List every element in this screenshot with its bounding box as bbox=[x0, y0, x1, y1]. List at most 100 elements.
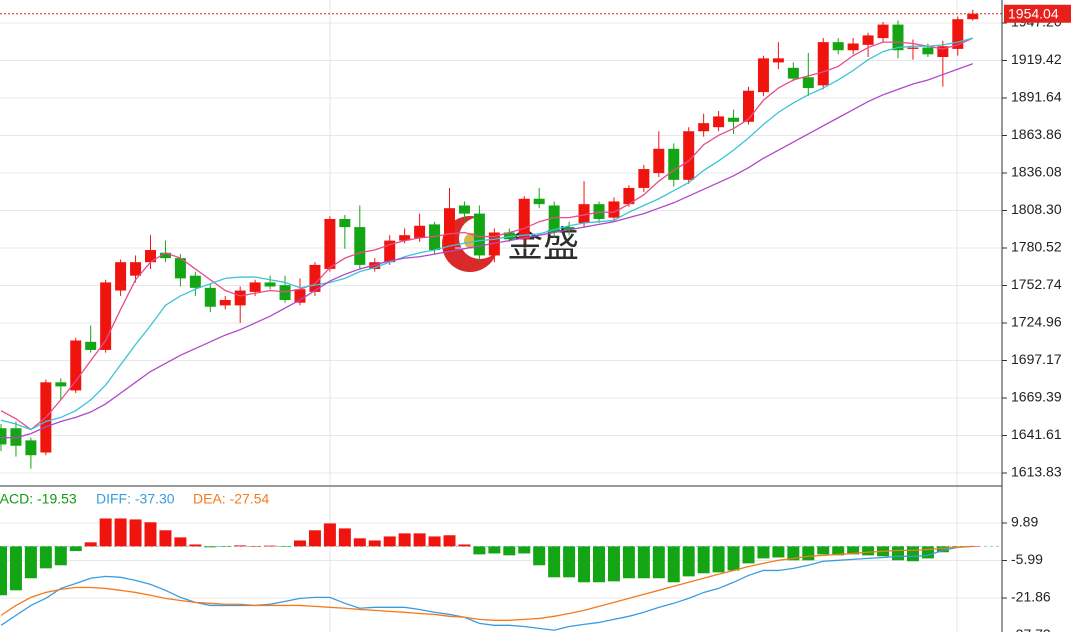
macd-bar bbox=[353, 538, 366, 547]
macd-bar bbox=[802, 546, 815, 561]
candle-body bbox=[578, 204, 590, 224]
macd-bar bbox=[39, 546, 52, 569]
macd-bar bbox=[0, 546, 7, 596]
macd-bar bbox=[607, 546, 620, 582]
candle-body bbox=[817, 42, 829, 86]
candle-body bbox=[653, 148, 665, 174]
candle-body bbox=[473, 213, 485, 256]
last-price-label: 1954.04 bbox=[1008, 5, 1059, 21]
macd-bar bbox=[323, 523, 336, 547]
candle-body bbox=[907, 47, 919, 49]
macd-bar bbox=[24, 546, 37, 579]
macd-bar bbox=[921, 546, 934, 559]
candle-body bbox=[70, 340, 82, 391]
candle-body bbox=[309, 264, 321, 292]
candle-body bbox=[698, 123, 710, 132]
macd-bar bbox=[862, 546, 875, 556]
moving-average-line bbox=[0, 37, 973, 431]
macd-bar bbox=[54, 546, 67, 566]
candle-body bbox=[294, 289, 306, 303]
y-tick-label: 1863.86 bbox=[1011, 126, 1062, 142]
macd-bar bbox=[413, 533, 426, 547]
macd-bar bbox=[458, 544, 471, 547]
candle-body bbox=[892, 24, 904, 51]
candle-body bbox=[234, 290, 246, 306]
macd-bar bbox=[114, 518, 127, 547]
macd-bar bbox=[563, 546, 576, 578]
candle-body bbox=[85, 341, 97, 350]
macd-bar bbox=[757, 546, 770, 559]
candle-body bbox=[399, 235, 411, 241]
macd-line bbox=[0, 545, 973, 621]
candle-body bbox=[100, 282, 112, 350]
macd-bar bbox=[219, 546, 232, 547]
candle-body bbox=[802, 77, 814, 89]
moving-average-line bbox=[1, 63, 973, 439]
legend-entry: MACD: -19.53 bbox=[0, 491, 77, 507]
y-tick-label: 1697.17 bbox=[1011, 351, 1062, 367]
candle-body bbox=[608, 201, 620, 218]
macd-bar bbox=[84, 542, 97, 547]
legend-entry: DEA: -27.54 bbox=[193, 491, 269, 507]
candle-body bbox=[458, 205, 470, 214]
macd-bar bbox=[398, 533, 411, 547]
candle-body bbox=[204, 287, 216, 307]
candle-body bbox=[444, 208, 455, 252]
candle-body bbox=[249, 282, 261, 292]
candle-body bbox=[115, 262, 127, 291]
macd-bar bbox=[832, 546, 845, 556]
candle-body bbox=[130, 262, 142, 276]
candle-body bbox=[279, 285, 291, 300]
y-tick-label: -21.86 bbox=[1011, 589, 1051, 605]
candle-body bbox=[862, 35, 874, 45]
y-tick-label: 1808.30 bbox=[1011, 201, 1062, 217]
candle-body bbox=[339, 218, 351, 228]
y-tick-label: -37.73 bbox=[1011, 626, 1051, 632]
candle-body bbox=[668, 148, 680, 180]
candle-body bbox=[354, 227, 366, 265]
y-tick-label: 1919.42 bbox=[1011, 51, 1062, 67]
macd-bar bbox=[279, 546, 292, 547]
macd-bar bbox=[787, 546, 800, 561]
macd-bar bbox=[548, 546, 561, 578]
candle-body bbox=[518, 198, 530, 240]
candle-body bbox=[728, 117, 740, 122]
y-tick-label: 1724.96 bbox=[1011, 314, 1062, 330]
candle-body bbox=[832, 42, 844, 51]
candle-body bbox=[174, 258, 186, 279]
macd-bar bbox=[9, 546, 22, 591]
candle-body bbox=[623, 187, 635, 205]
macd-bar bbox=[742, 546, 755, 564]
macd-bar bbox=[727, 546, 740, 571]
candle-body bbox=[159, 252, 171, 259]
macd-bar bbox=[69, 546, 82, 552]
macd-bar bbox=[652, 546, 665, 579]
y-tick-label: 1641.61 bbox=[1011, 426, 1062, 442]
candle-body bbox=[429, 224, 441, 251]
macd-bar bbox=[667, 546, 680, 583]
macd-bar bbox=[129, 519, 142, 547]
candle-body bbox=[533, 198, 545, 205]
y-tick-label: 1669.39 bbox=[1011, 389, 1062, 405]
candle-body bbox=[414, 225, 426, 238]
macd-bar bbox=[593, 546, 605, 583]
candle-body bbox=[922, 47, 934, 55]
macd-bar bbox=[234, 545, 247, 547]
candle-body bbox=[324, 218, 336, 269]
macd-bar bbox=[936, 546, 949, 553]
y-tick-label: 1613.83 bbox=[1011, 464, 1062, 480]
y-tick-label: 1780.52 bbox=[1011, 239, 1062, 255]
candle-body bbox=[488, 232, 500, 256]
macd-bar bbox=[712, 546, 725, 573]
candle-body bbox=[189, 275, 201, 288]
macd-bar bbox=[443, 535, 456, 547]
candle-body bbox=[638, 169, 650, 188]
candle-body bbox=[787, 67, 799, 79]
candle-body bbox=[264, 282, 276, 287]
macd-bar bbox=[622, 546, 635, 579]
macd-bar bbox=[99, 518, 112, 547]
macd-bar bbox=[174, 537, 187, 547]
candle-body bbox=[145, 250, 156, 263]
